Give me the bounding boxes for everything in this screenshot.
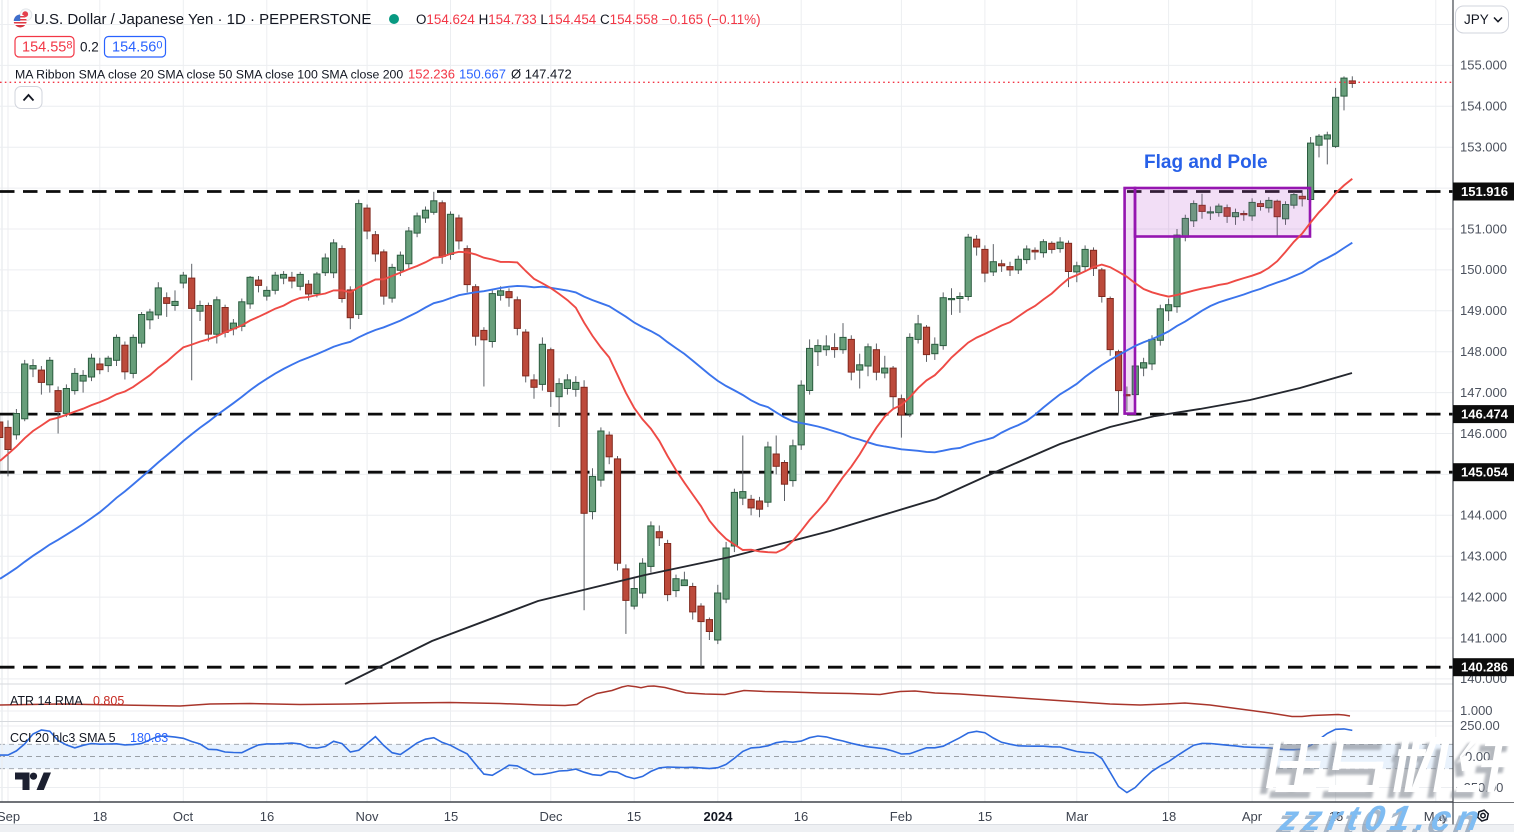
svg-text:Oct: Oct xyxy=(173,809,194,824)
svg-text:U.S. Dollar / Japanese Yen · 1: U.S. Dollar / Japanese Yen · 1D · PEPPER… xyxy=(34,11,371,28)
svg-text:154.000: 154.000 xyxy=(1460,99,1507,114)
svg-text:143.000: 143.000 xyxy=(1460,549,1507,564)
svg-text:154.558: 154.558 xyxy=(22,40,72,56)
svg-text:149.000: 149.000 xyxy=(1460,303,1507,318)
svg-text:145.054: 145.054 xyxy=(1461,465,1509,480)
svg-text:147.000: 147.000 xyxy=(1460,385,1507,400)
svg-text:15: 15 xyxy=(978,809,992,824)
svg-text:1.000: 1.000 xyxy=(1460,703,1493,718)
svg-text:zzrt01.cn: zzrt01.cn xyxy=(1273,803,1485,832)
svg-text:ATR 14 RMA: ATR 14 RMA xyxy=(10,694,83,708)
svg-text:2024: 2024 xyxy=(704,809,734,824)
svg-text:180.83: 180.83 xyxy=(130,731,168,745)
svg-text:148.000: 148.000 xyxy=(1460,344,1507,359)
svg-text:16: 16 xyxy=(260,809,274,824)
svg-text:141.000: 141.000 xyxy=(1460,630,1507,645)
svg-text:154.560: 154.560 xyxy=(112,40,162,56)
svg-text:140.286: 140.286 xyxy=(1461,660,1508,675)
svg-text:18: 18 xyxy=(1162,809,1176,824)
svg-text:146.000: 146.000 xyxy=(1460,426,1507,441)
svg-text:250.00: 250.00 xyxy=(1460,718,1500,733)
svg-text:CCI 20 hlc3 SMA 5: CCI 20 hlc3 SMA 5 xyxy=(10,731,116,745)
svg-text:May: May xyxy=(1424,809,1449,824)
svg-text:Flag and Pole: Flag and Pole xyxy=(1144,152,1268,173)
svg-text:150.667: 150.667 xyxy=(459,67,506,82)
svg-text:Feb: Feb xyxy=(890,809,912,824)
svg-text:153.000: 153.000 xyxy=(1460,140,1507,155)
svg-text:15: 15 xyxy=(1329,809,1343,824)
svg-text:JPY: JPY xyxy=(1464,12,1489,27)
svg-text:146.474: 146.474 xyxy=(1461,407,1509,422)
svg-text:0.2: 0.2 xyxy=(80,40,99,55)
svg-text:151.916: 151.916 xyxy=(1461,184,1508,199)
svg-text:Nov: Nov xyxy=(355,809,379,824)
svg-text:Mar: Mar xyxy=(1066,809,1089,824)
svg-text:151.000: 151.000 xyxy=(1460,221,1507,236)
svg-text:15: 15 xyxy=(444,809,458,824)
svg-text:152.236: 152.236 xyxy=(408,67,455,82)
svg-text:Ø 147.472: Ø 147.472 xyxy=(511,67,572,82)
svg-text:155.000: 155.000 xyxy=(1460,58,1507,73)
svg-text:16: 16 xyxy=(794,809,808,824)
svg-text:142.000: 142.000 xyxy=(1460,589,1507,604)
svg-text:Sep: Sep xyxy=(0,809,20,824)
svg-text:zzrt01.cn: zzrt01.cn xyxy=(1276,799,1488,832)
svg-text:15: 15 xyxy=(627,809,641,824)
svg-text:150.000: 150.000 xyxy=(1460,262,1507,277)
svg-text:Apr: Apr xyxy=(1242,809,1263,824)
svg-text:O154.624 H154.733 L154.454 C15: O154.624 H154.733 L154.454 C154.558 −0.1… xyxy=(416,12,761,27)
svg-text:MA Ribbon SMA close 20 SMA clo: MA Ribbon SMA close 20 SMA close 50 SMA … xyxy=(15,68,403,82)
svg-text:144.000: 144.000 xyxy=(1460,508,1507,523)
svg-text:Dec: Dec xyxy=(539,809,563,824)
svg-text:18: 18 xyxy=(93,809,107,824)
svg-text:0.805: 0.805 xyxy=(93,694,124,708)
